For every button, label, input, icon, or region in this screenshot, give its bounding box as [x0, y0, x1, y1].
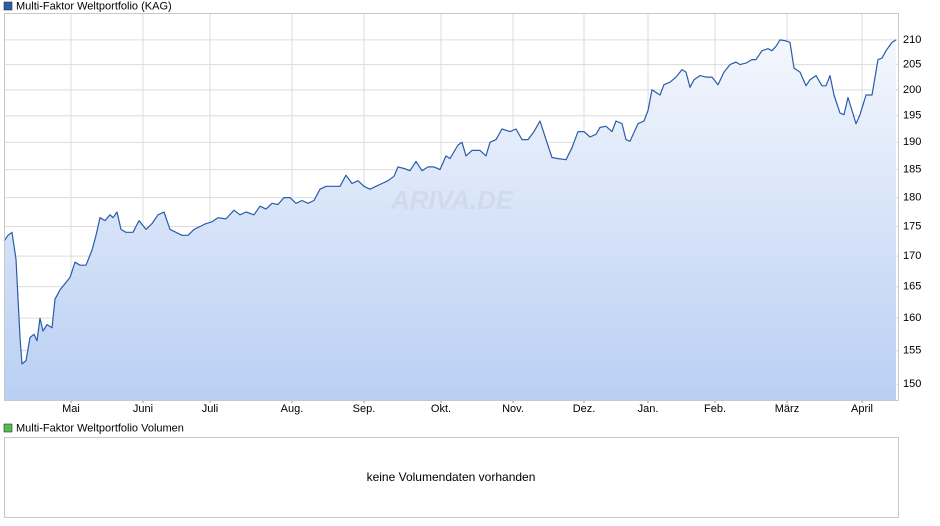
y-tick-label: 165	[903, 281, 921, 293]
x-tick-label: Dez.	[573, 403, 596, 415]
y-tick-label: 160	[903, 312, 921, 324]
x-tick-label: April	[851, 403, 873, 415]
y-tick-label: 205	[903, 58, 921, 70]
volume-message: keine Volumendaten vorhanden	[367, 470, 536, 484]
legend-swatch	[3, 423, 13, 433]
x-tick-label: Okt.	[431, 403, 451, 415]
legend-swatch	[3, 1, 13, 11]
volume-frame	[4, 437, 899, 518]
x-tick-label: Mai	[62, 403, 80, 415]
x-tick-label: Nov.	[502, 403, 524, 415]
x-tick-label: Jan.	[638, 403, 659, 415]
volume-legend-label: Multi-Faktor Weltportfolio Volumen	[16, 422, 184, 434]
x-tick-label: März	[775, 403, 799, 415]
y-tick-label: 180	[903, 192, 921, 204]
y-tick-label: 195	[903, 110, 921, 122]
x-tick-label: Feb.	[704, 403, 726, 415]
y-tick-label: 150	[903, 378, 921, 390]
y-tick-label: 210	[903, 34, 921, 46]
y-tick-label: 190	[903, 136, 921, 148]
x-tick-label: Juni	[133, 403, 153, 415]
y-tick-label: 170	[903, 250, 921, 262]
watermark: ARIVA.DE	[390, 185, 514, 215]
y-tick-label: 185	[903, 164, 921, 176]
price-line	[3, 39, 897, 365]
y-tick-label: 155	[903, 345, 921, 357]
y-tick-label: 175	[903, 220, 921, 232]
legend-label: Multi-Faktor Weltportfolio (KAG)	[16, 0, 172, 12]
x-tick-label: Juli	[202, 403, 219, 415]
y-tick-label: 200	[903, 84, 921, 96]
x-tick-label: Sep.	[353, 403, 376, 415]
x-tick-label: Aug.	[281, 403, 304, 415]
plot-frame	[4, 13, 899, 401]
area	[4, 39, 896, 401]
